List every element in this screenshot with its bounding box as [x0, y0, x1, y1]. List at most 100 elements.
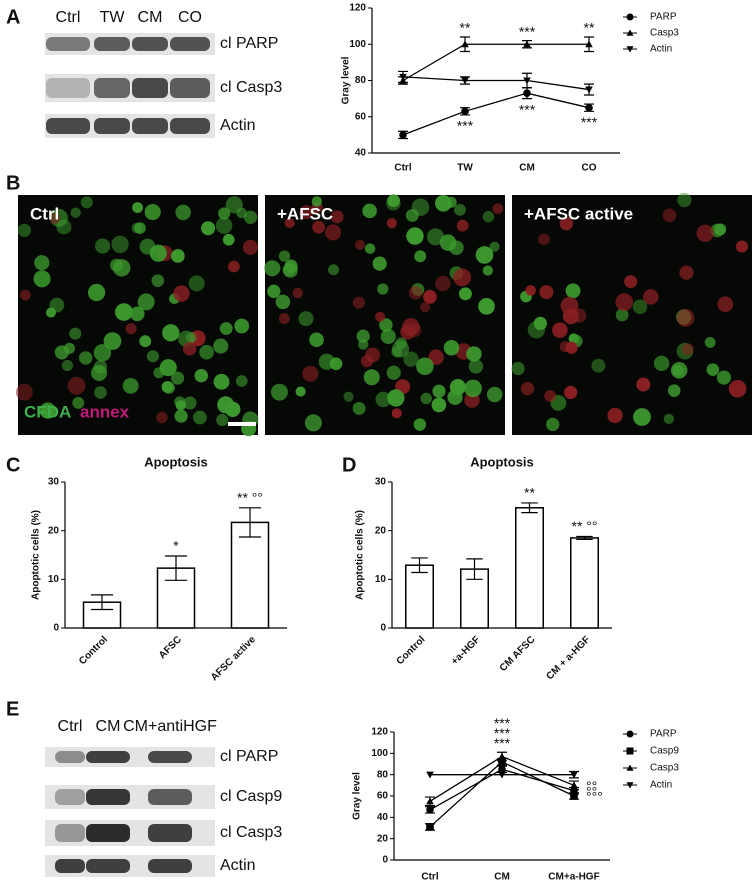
legend-label: Casp3 [650, 28, 679, 39]
blot-band [94, 78, 130, 98]
cell [309, 332, 324, 348]
blot-band [170, 78, 210, 98]
cell [243, 210, 258, 224]
cell [235, 375, 248, 387]
line [402, 43, 589, 82]
x-tick-label: CM [519, 163, 535, 174]
cell [706, 363, 720, 377]
cell [270, 383, 288, 401]
legend-label: PARP [650, 12, 677, 23]
cell [714, 223, 727, 236]
significance: *** [519, 23, 536, 39]
x-tick-label: AFSC active [209, 634, 258, 683]
panel-label: D [342, 454, 356, 476]
cell [662, 208, 677, 223]
cell [377, 283, 389, 295]
cell [704, 336, 716, 348]
cell [292, 287, 303, 299]
cell [228, 260, 240, 273]
cell [242, 239, 259, 255]
cell [183, 396, 197, 410]
cell [201, 221, 216, 236]
legend-label: Casp3 [650, 763, 679, 774]
cell [93, 360, 108, 374]
cell [696, 224, 714, 242]
y-tick-label: 80 [355, 75, 367, 86]
cell [663, 413, 674, 425]
cell [94, 386, 107, 399]
cell [330, 210, 344, 224]
blot-band [170, 37, 210, 51]
cell [544, 390, 556, 402]
band-label: cl Casp3 [220, 79, 282, 96]
blot-band [132, 37, 168, 51]
legend-label: PARP [650, 729, 677, 740]
cell [423, 289, 437, 304]
bar [570, 537, 599, 629]
lane-label: Ctrl [56, 9, 81, 26]
band-label: Actin [220, 857, 256, 874]
blots [45, 33, 215, 877]
cell [49, 213, 61, 224]
cell [267, 284, 281, 298]
x-tick-label: Ctrl [421, 872, 438, 883]
cell [416, 357, 434, 376]
cell [546, 417, 560, 432]
significance: *** [494, 735, 511, 751]
cell [213, 338, 229, 354]
blot-band [94, 37, 130, 51]
cell [222, 233, 235, 246]
cell [278, 250, 291, 262]
point [461, 77, 469, 85]
cell [653, 355, 670, 372]
blot-band [148, 859, 192, 873]
cell [406, 227, 424, 245]
cell [717, 296, 734, 313]
cell [636, 377, 651, 392]
chart-title: Apoptosis [470, 454, 534, 469]
line [402, 92, 590, 136]
cell [161, 380, 174, 393]
legend-label: Casp9 [650, 746, 679, 757]
line [402, 76, 590, 91]
error-bar [164, 555, 188, 581]
cell [375, 391, 391, 408]
cell [302, 365, 319, 382]
blot-band [132, 118, 168, 134]
cell [435, 275, 451, 292]
x-tick-label: Control [77, 634, 110, 667]
x-tick-label: CM AFSC [498, 634, 538, 674]
cell [171, 249, 185, 263]
cell [372, 256, 387, 271]
cell [213, 373, 230, 390]
cell [20, 289, 31, 301]
cell [408, 286, 423, 300]
cell [681, 343, 694, 356]
cell [466, 346, 482, 362]
significance: *** [457, 118, 474, 134]
cell [219, 322, 233, 335]
cell [132, 202, 144, 213]
significance: °°° [586, 789, 603, 805]
x-tick-label: TW [457, 163, 473, 174]
cell [15, 383, 33, 401]
significance: °° [586, 778, 597, 794]
y-tick-label: 120 [349, 3, 366, 14]
cell [146, 350, 159, 363]
y-tick-label: 20 [48, 525, 60, 536]
legend-marker [626, 764, 634, 771]
legend-label: Actin [650, 780, 672, 791]
cell [264, 260, 281, 277]
cell [407, 323, 422, 338]
significance: *** [494, 715, 511, 731]
error-bar [521, 502, 538, 514]
cell [403, 351, 419, 367]
cell [735, 240, 748, 253]
cell [299, 205, 314, 220]
cell [454, 203, 466, 216]
cell [153, 367, 165, 379]
cell [137, 293, 155, 311]
x-tick-label: CM [494, 872, 510, 883]
cell [386, 218, 397, 229]
